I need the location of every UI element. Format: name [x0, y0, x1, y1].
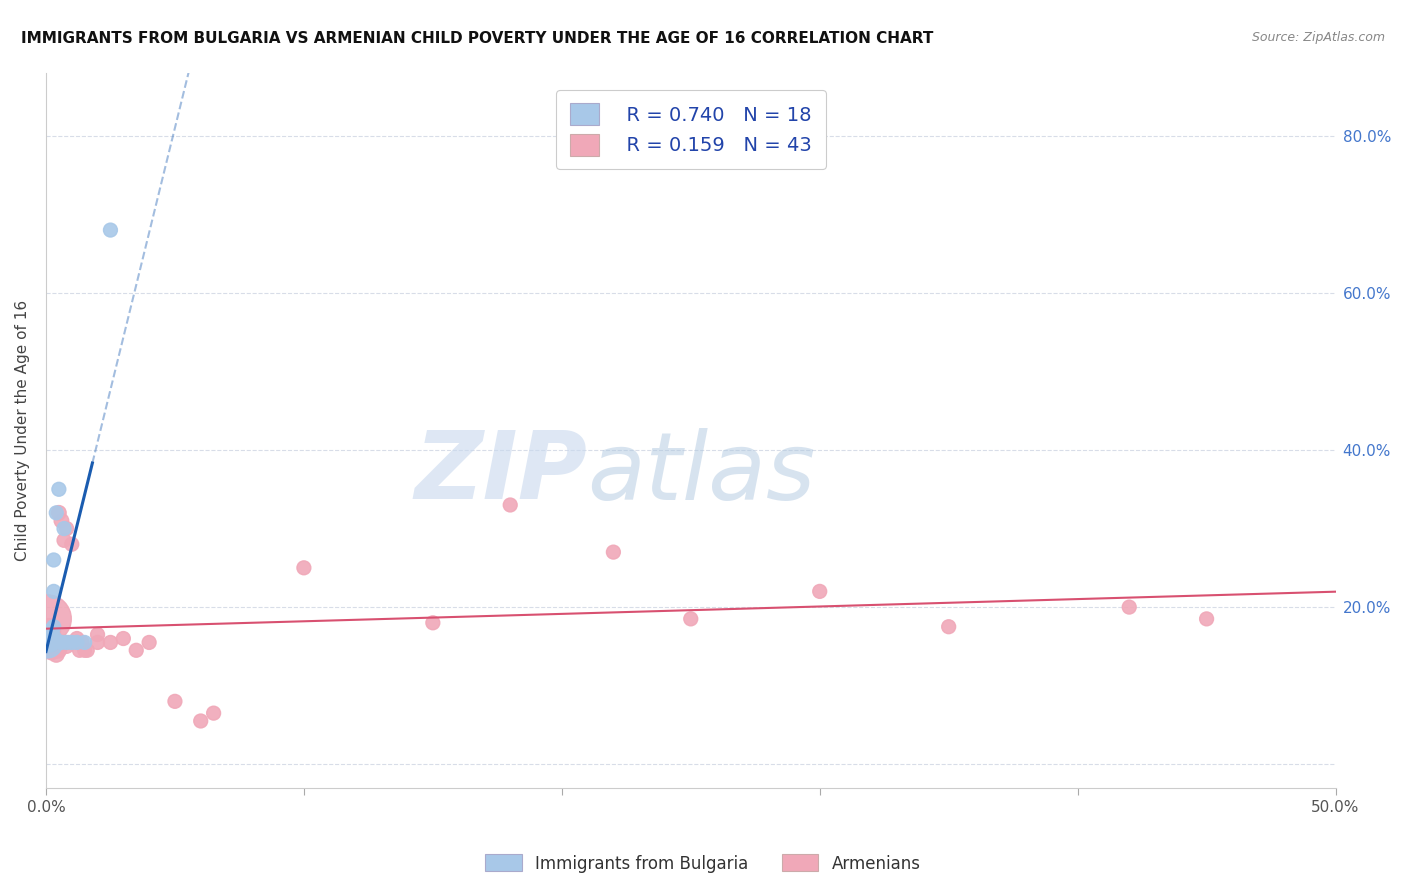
Point: [86, 627, 108, 641]
Point: [39, 635, 62, 649]
Point: [51, 635, 73, 649]
Point: [70, 635, 93, 649]
Point: [48, 506, 70, 520]
Point: [48, 643, 70, 657]
Point: [138, 635, 160, 649]
Point: [100, 223, 122, 237]
Text: atlas: atlas: [588, 428, 815, 519]
Point: [602, 545, 624, 559]
Point: [37, 612, 59, 626]
Point: [100, 635, 122, 649]
Point: [66, 632, 89, 646]
Point: [38, 635, 60, 649]
Point: [1195, 612, 1218, 626]
Point: [163, 694, 186, 708]
Point: [1118, 600, 1140, 615]
Point: [42, 635, 65, 649]
Point: [53, 635, 76, 649]
Point: [38, 635, 60, 649]
Point: [55, 522, 77, 536]
Point: [39, 624, 62, 638]
Point: [73, 643, 96, 657]
Point: [42, 553, 65, 567]
Point: [73, 635, 96, 649]
Point: [938, 620, 960, 634]
Legend:   R = 0.740   N = 18,   R = 0.159   N = 43: R = 0.740 N = 18, R = 0.159 N = 43: [555, 90, 825, 169]
Text: ZIP: ZIP: [415, 427, 588, 519]
Point: [76, 643, 98, 657]
Point: [51, 514, 73, 528]
Point: [53, 522, 76, 536]
Point: [86, 635, 108, 649]
Point: [37, 635, 59, 649]
Point: [58, 635, 80, 649]
Point: [292, 561, 315, 575]
Text: Source: ZipAtlas.com: Source: ZipAtlas.com: [1251, 31, 1385, 45]
Point: [42, 620, 65, 634]
Point: [69, 643, 91, 657]
Point: [38, 624, 60, 638]
Point: [202, 706, 225, 720]
Point: [55, 635, 77, 649]
Point: [48, 483, 70, 497]
Point: [60, 635, 83, 649]
Point: [66, 635, 89, 649]
Point: [679, 612, 702, 626]
Point: [39, 643, 62, 657]
Text: IMMIGRANTS FROM BULGARIA VS ARMENIAN CHILD POVERTY UNDER THE AGE OF 16 CORRELATI: IMMIGRANTS FROM BULGARIA VS ARMENIAN CHI…: [21, 31, 934, 46]
Point: [45, 506, 67, 520]
Point: [42, 584, 65, 599]
Point: [42, 643, 65, 657]
Point: [808, 584, 831, 599]
Point: [38, 633, 60, 648]
Point: [60, 537, 83, 551]
Point: [39, 635, 62, 649]
Point: [125, 643, 148, 657]
Point: [38, 630, 60, 644]
Point: [45, 647, 67, 661]
Point: [45, 635, 67, 649]
Legend: Immigrants from Bulgaria, Armenians: Immigrants from Bulgaria, Armenians: [478, 847, 928, 880]
Point: [55, 640, 77, 654]
Point: [112, 632, 135, 646]
Point: [190, 714, 212, 728]
Point: [53, 533, 76, 548]
Point: [499, 498, 522, 512]
Point: [66, 635, 89, 649]
Point: [51, 635, 73, 649]
Y-axis label: Child Poverty Under the Age of 16: Child Poverty Under the Age of 16: [15, 300, 30, 561]
Point: [422, 615, 444, 630]
